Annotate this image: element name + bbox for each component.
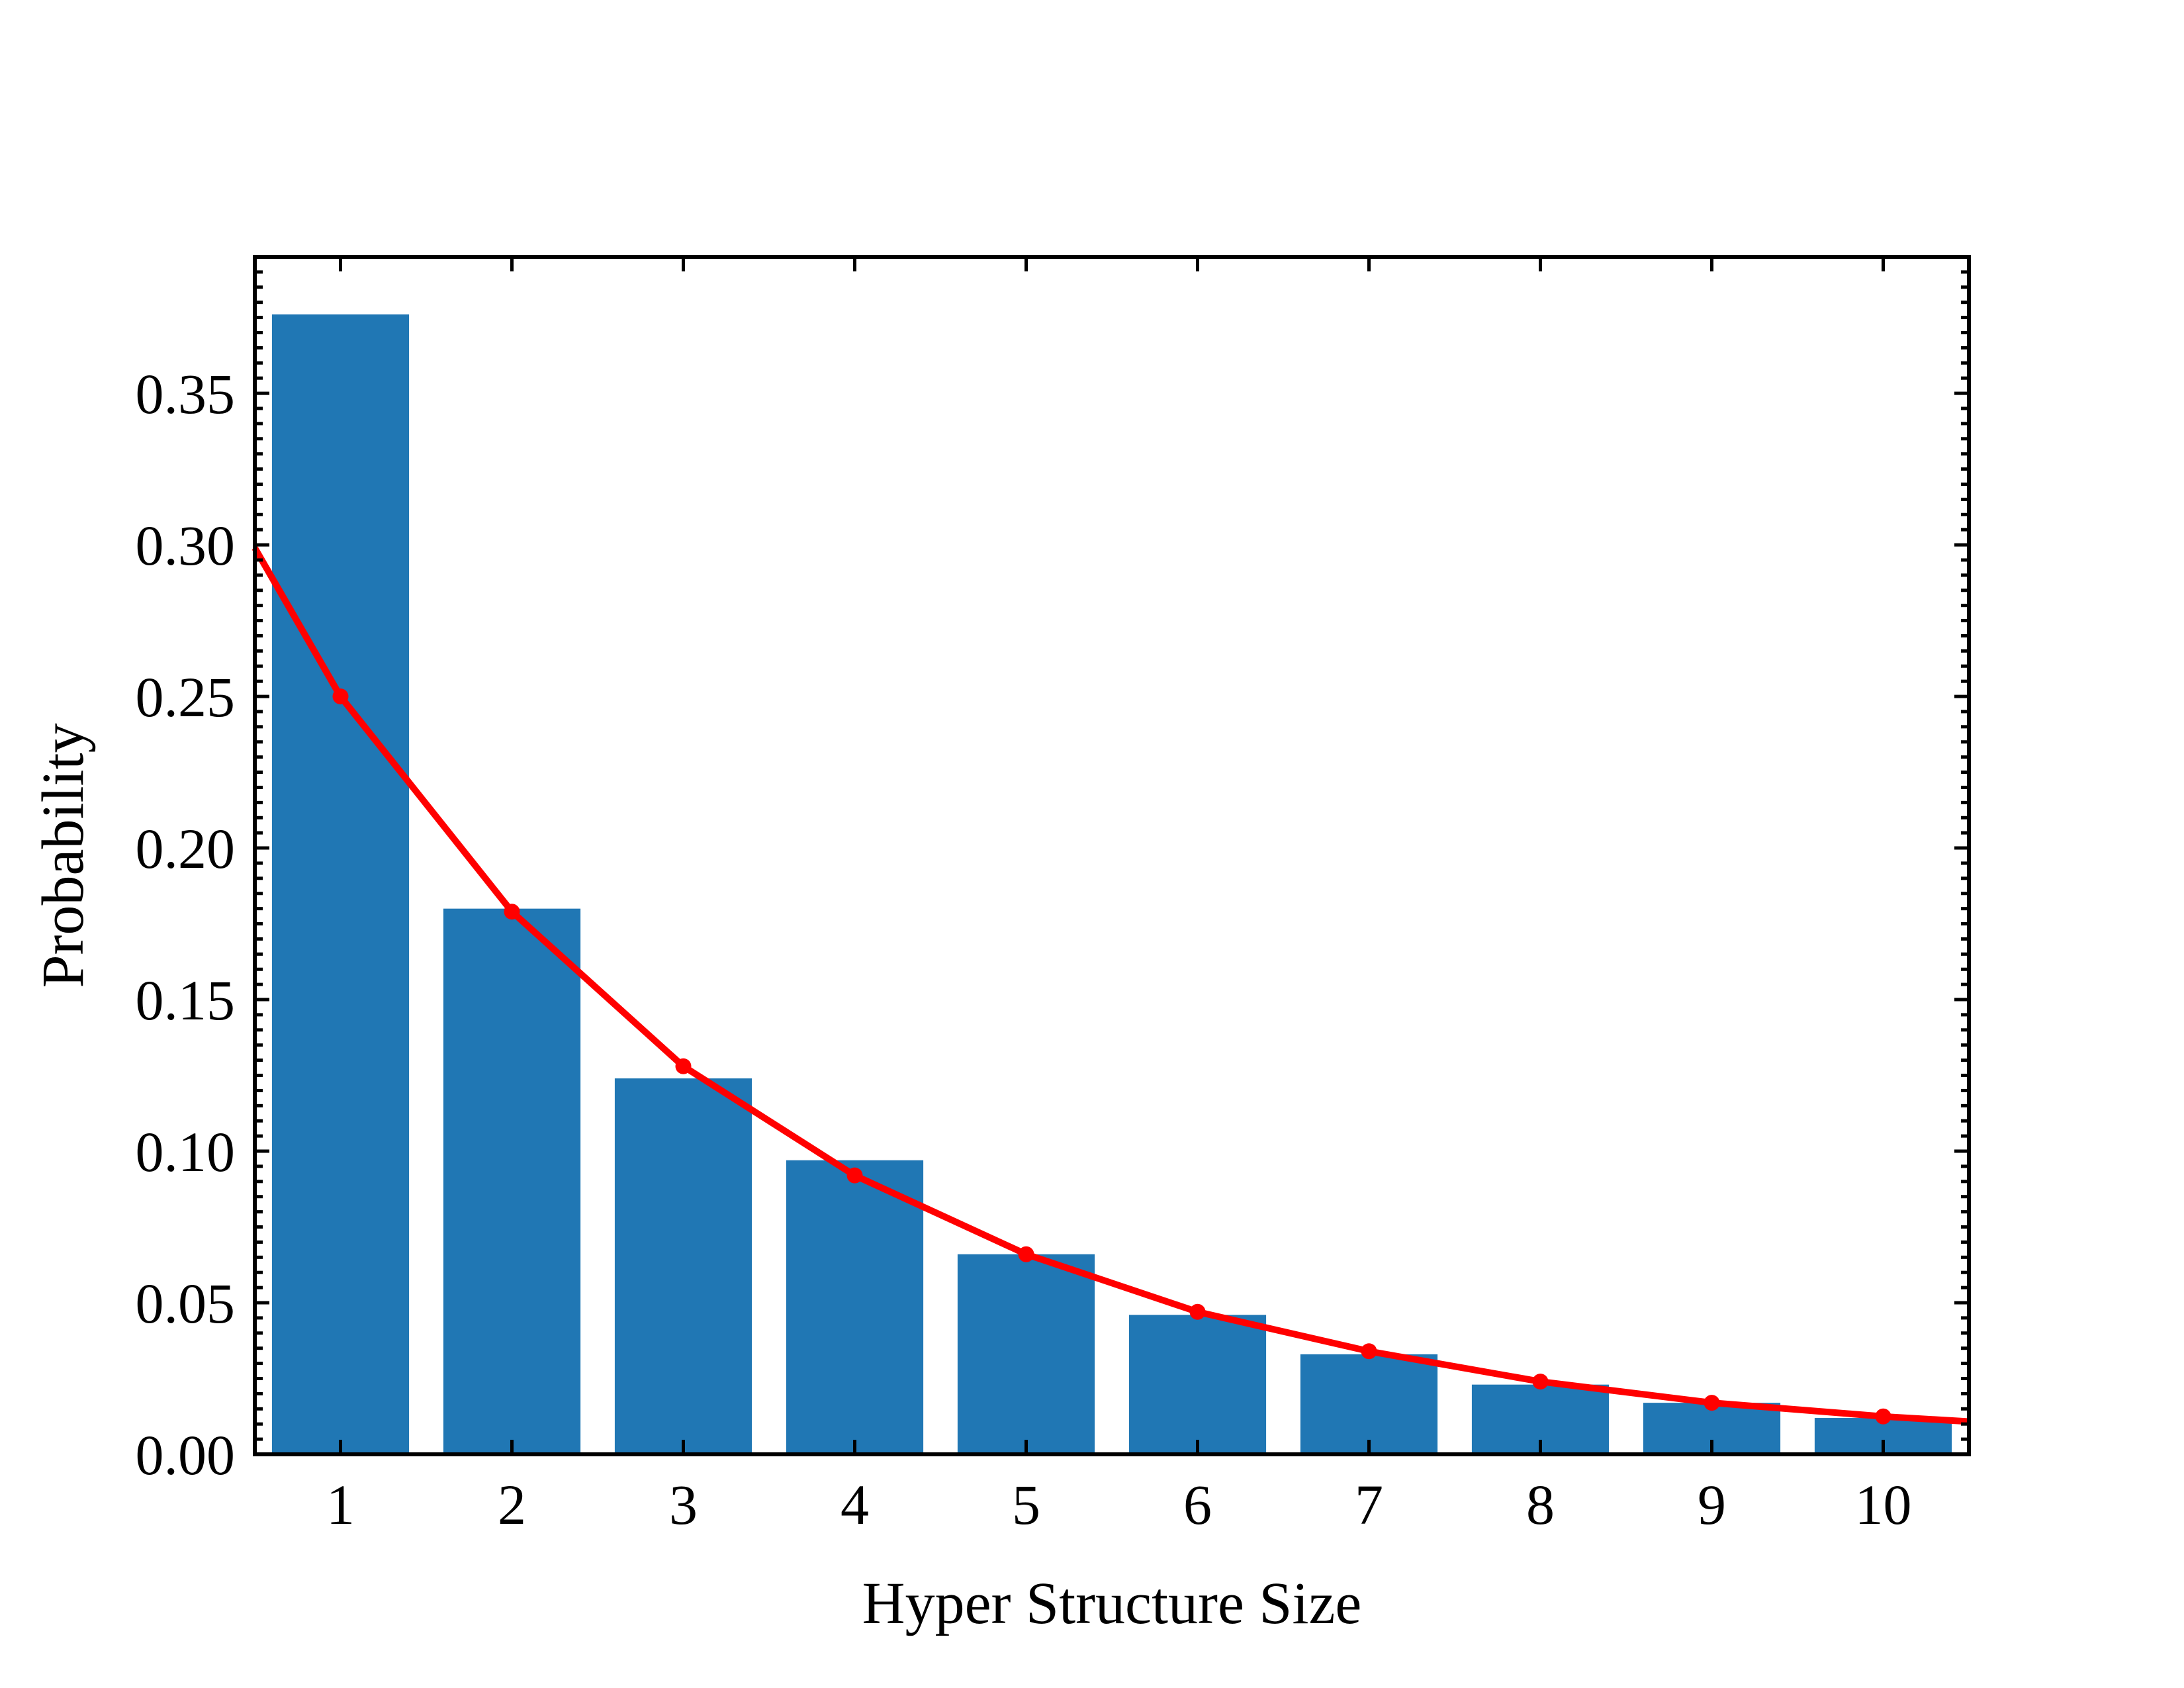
x-tick-label: 1 xyxy=(326,1473,355,1536)
bar-5 xyxy=(957,1254,1095,1454)
y-tick-label: 0.05 xyxy=(136,1272,236,1335)
fit-point-6 xyxy=(1189,1303,1206,1320)
fit-line xyxy=(251,546,1970,1425)
fit-point-1 xyxy=(332,688,349,705)
x-axis-label: Hyper Structure Size xyxy=(862,1571,1362,1636)
y-tick-labels: 0.00 0.05 0.10 0.15 0.20 0.25 0.30 0.35 xyxy=(136,362,236,1487)
fit-point-5 xyxy=(1018,1246,1034,1262)
x-tick-label: 7 xyxy=(1355,1473,1383,1536)
x-tick-labels: 1 2 3 4 5 6 7 8 9 10 xyxy=(326,1473,1912,1536)
y-tick-label: 0.15 xyxy=(136,968,236,1032)
plot-frame xyxy=(253,255,1971,1456)
x-tick-label: 8 xyxy=(1526,1473,1555,1536)
x-tick-label: 6 xyxy=(1183,1473,1212,1536)
bar-3 xyxy=(614,1078,752,1454)
x-tick-label: 2 xyxy=(498,1473,526,1536)
x-tick-label: 5 xyxy=(1012,1473,1040,1536)
bar-1 xyxy=(271,314,410,1455)
x-tick-label: 9 xyxy=(1698,1473,1726,1536)
x-tick-label: 10 xyxy=(1855,1473,1912,1536)
y-tick-label: 0.20 xyxy=(136,817,236,880)
y-tick-label: 0.00 xyxy=(136,1423,236,1487)
bar-7 xyxy=(1300,1354,1438,1454)
fit-point-2 xyxy=(504,904,520,920)
fit-line-layer xyxy=(251,546,1970,1425)
fit-point-10 xyxy=(1875,1408,1891,1425)
bar-6 xyxy=(1128,1315,1267,1454)
fit-point-7 xyxy=(1361,1343,1377,1360)
fit-point-4 xyxy=(846,1167,863,1184)
y-tick-label: 0.10 xyxy=(136,1120,236,1184)
y-tick-label: 0.25 xyxy=(136,665,236,729)
bar-4 xyxy=(786,1160,924,1454)
y-tick-label: 0.35 xyxy=(136,362,236,426)
fit-point-9 xyxy=(1704,1395,1720,1411)
fit-point-8 xyxy=(1532,1374,1549,1390)
y-tick-label: 0.30 xyxy=(136,514,236,577)
x-tick-label: 3 xyxy=(669,1473,698,1536)
y-axis-label: Probability xyxy=(30,724,96,988)
fit-point-3 xyxy=(675,1058,692,1074)
bar-2 xyxy=(443,908,581,1454)
x-tick-label: 4 xyxy=(841,1473,869,1536)
